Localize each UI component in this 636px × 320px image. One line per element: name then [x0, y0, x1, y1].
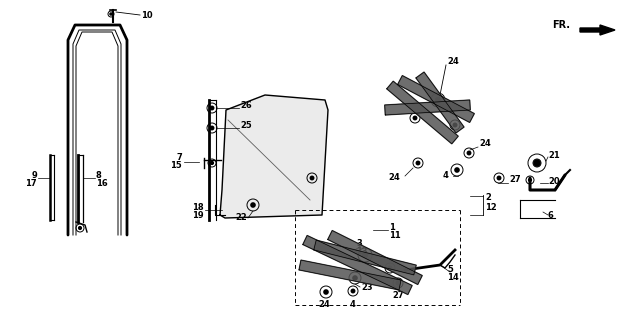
Text: 16: 16 — [96, 179, 107, 188]
Text: 12: 12 — [485, 204, 497, 212]
Text: 24: 24 — [318, 300, 330, 309]
Circle shape — [534, 160, 540, 166]
Text: 3: 3 — [356, 238, 362, 247]
Text: 14: 14 — [447, 274, 459, 283]
Text: 22: 22 — [235, 213, 247, 222]
Polygon shape — [314, 240, 416, 275]
Circle shape — [211, 106, 214, 110]
Circle shape — [110, 13, 112, 15]
Text: 2: 2 — [485, 193, 491, 202]
Text: 23: 23 — [361, 283, 373, 292]
Circle shape — [396, 281, 400, 285]
Text: FR.: FR. — [552, 20, 570, 30]
Text: 20: 20 — [548, 178, 560, 187]
Polygon shape — [385, 100, 470, 115]
Circle shape — [467, 151, 471, 155]
Circle shape — [324, 290, 328, 294]
Text: 6: 6 — [548, 211, 554, 220]
Polygon shape — [299, 260, 401, 290]
Polygon shape — [387, 81, 458, 144]
Text: 10: 10 — [141, 11, 153, 20]
Circle shape — [536, 162, 539, 164]
Text: 5: 5 — [447, 266, 453, 275]
Text: 21: 21 — [548, 150, 560, 159]
Text: 17: 17 — [25, 179, 37, 188]
Polygon shape — [398, 76, 474, 123]
Circle shape — [353, 276, 357, 280]
Text: 19: 19 — [192, 211, 204, 220]
Polygon shape — [303, 236, 412, 294]
Text: 24: 24 — [479, 140, 491, 148]
Text: 27: 27 — [509, 175, 521, 185]
Polygon shape — [328, 230, 422, 284]
Text: 13: 13 — [356, 246, 368, 255]
Text: 26: 26 — [240, 100, 252, 109]
Text: 4: 4 — [442, 172, 448, 180]
Text: 24: 24 — [447, 58, 459, 67]
Text: 8: 8 — [96, 171, 102, 180]
Text: 18: 18 — [192, 203, 204, 212]
Polygon shape — [580, 25, 615, 35]
Circle shape — [310, 176, 314, 180]
Circle shape — [453, 123, 457, 127]
Polygon shape — [220, 95, 328, 218]
Circle shape — [455, 168, 459, 172]
Circle shape — [436, 98, 441, 102]
Circle shape — [497, 176, 501, 180]
Text: 11: 11 — [389, 230, 401, 239]
Circle shape — [413, 116, 417, 120]
Text: 1: 1 — [389, 222, 395, 231]
Text: 7: 7 — [176, 154, 182, 163]
Text: 27: 27 — [392, 291, 404, 300]
Circle shape — [388, 266, 392, 270]
Circle shape — [211, 162, 214, 164]
Circle shape — [351, 289, 355, 293]
Polygon shape — [416, 72, 464, 133]
Circle shape — [529, 179, 532, 181]
Circle shape — [251, 203, 255, 207]
Text: 4: 4 — [349, 300, 355, 309]
Text: 24: 24 — [388, 172, 400, 181]
Text: 25: 25 — [240, 121, 252, 130]
Circle shape — [416, 161, 420, 165]
Circle shape — [211, 126, 214, 130]
Text: 15: 15 — [170, 162, 182, 171]
Circle shape — [79, 227, 81, 229]
Text: 9: 9 — [31, 171, 37, 180]
Circle shape — [363, 252, 368, 258]
